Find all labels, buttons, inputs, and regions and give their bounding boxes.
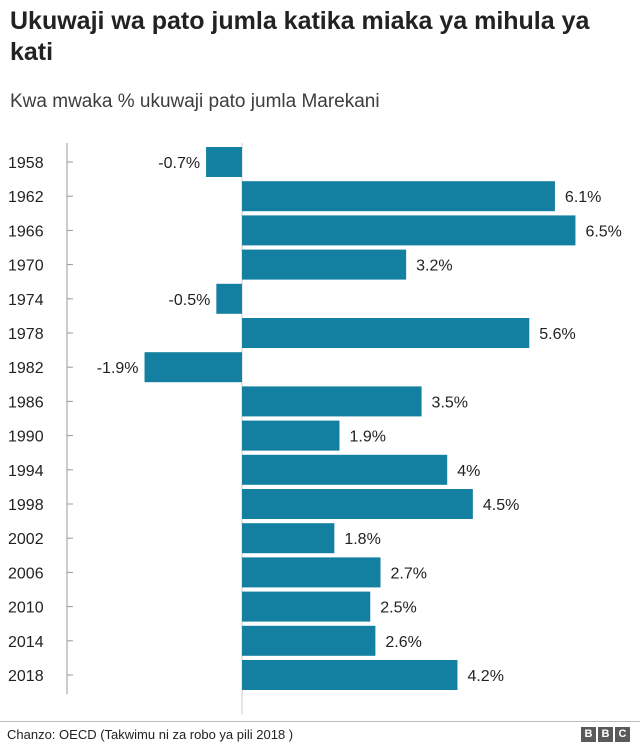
y-tick-label: 2018 bbox=[8, 668, 44, 685]
data-label: 4% bbox=[457, 463, 480, 480]
bar bbox=[242, 523, 335, 554]
bar bbox=[242, 454, 448, 485]
chart-title: Ukuwaji wa pato jumla katika miaka ya mi… bbox=[10, 7, 590, 66]
data-label: 4.2% bbox=[467, 668, 503, 685]
y-tick-label: 1962 bbox=[8, 189, 44, 206]
y-tick-label: 2006 bbox=[8, 565, 44, 582]
logo-letter: B bbox=[581, 727, 596, 742]
bar bbox=[242, 181, 555, 212]
data-label: 1.9% bbox=[349, 429, 385, 446]
bar bbox=[216, 283, 242, 314]
y-tick-label: 1958 bbox=[8, 155, 44, 172]
logo-letter: C bbox=[615, 727, 630, 742]
bar bbox=[242, 489, 473, 519]
y-tick-label: 1998 bbox=[8, 497, 44, 514]
footer-divider bbox=[0, 721, 640, 722]
bar bbox=[242, 249, 407, 280]
data-label: 2.7% bbox=[391, 565, 427, 582]
bar bbox=[242, 591, 371, 622]
y-tick-label: 1986 bbox=[8, 394, 44, 411]
y-tick-label: 2010 bbox=[8, 600, 44, 617]
bar bbox=[144, 352, 242, 383]
y-tick-label: 1978 bbox=[8, 326, 44, 343]
y-tick-label: 1994 bbox=[8, 463, 44, 480]
bar bbox=[242, 215, 576, 246]
bar bbox=[242, 386, 422, 417]
data-label: 2.5% bbox=[380, 600, 416, 617]
data-label: -1.9% bbox=[97, 360, 139, 377]
data-label: 4.5% bbox=[483, 497, 519, 514]
bar bbox=[242, 557, 381, 588]
y-tick-label: 2014 bbox=[8, 634, 44, 651]
data-label: 6.5% bbox=[585, 223, 621, 240]
bar bbox=[206, 147, 242, 177]
y-tick-label: 1966 bbox=[8, 223, 44, 240]
data-label: 5.6% bbox=[539, 326, 575, 343]
y-tick-label: 1990 bbox=[8, 429, 44, 446]
y-tick-label: 1970 bbox=[8, 258, 44, 275]
data-label: 2.6% bbox=[385, 634, 421, 651]
bar bbox=[242, 660, 458, 690]
bar bbox=[242, 318, 530, 348]
bar bbox=[242, 625, 376, 656]
logo-letter: B bbox=[598, 727, 613, 742]
data-label: 1.8% bbox=[344, 531, 380, 548]
source-note: Chanzo: OECD (Takwimu ni za robo ya pili… bbox=[7, 727, 294, 742]
bar bbox=[242, 420, 340, 451]
bbc-logo: B B C bbox=[581, 727, 630, 742]
chart-subtitle: Kwa mwaka % ukuwaji pato jumla Marekani bbox=[10, 91, 380, 112]
y-tick-label: 1982 bbox=[8, 360, 44, 377]
data-label: 3.5% bbox=[432, 394, 468, 411]
data-label: -0.7% bbox=[158, 155, 200, 172]
y-tick-label: 2002 bbox=[8, 531, 44, 548]
y-tick-label: 1974 bbox=[8, 292, 44, 309]
data-label: 6.1% bbox=[565, 189, 601, 206]
data-label: 3.2% bbox=[416, 258, 452, 275]
data-label: -0.5% bbox=[169, 292, 211, 309]
